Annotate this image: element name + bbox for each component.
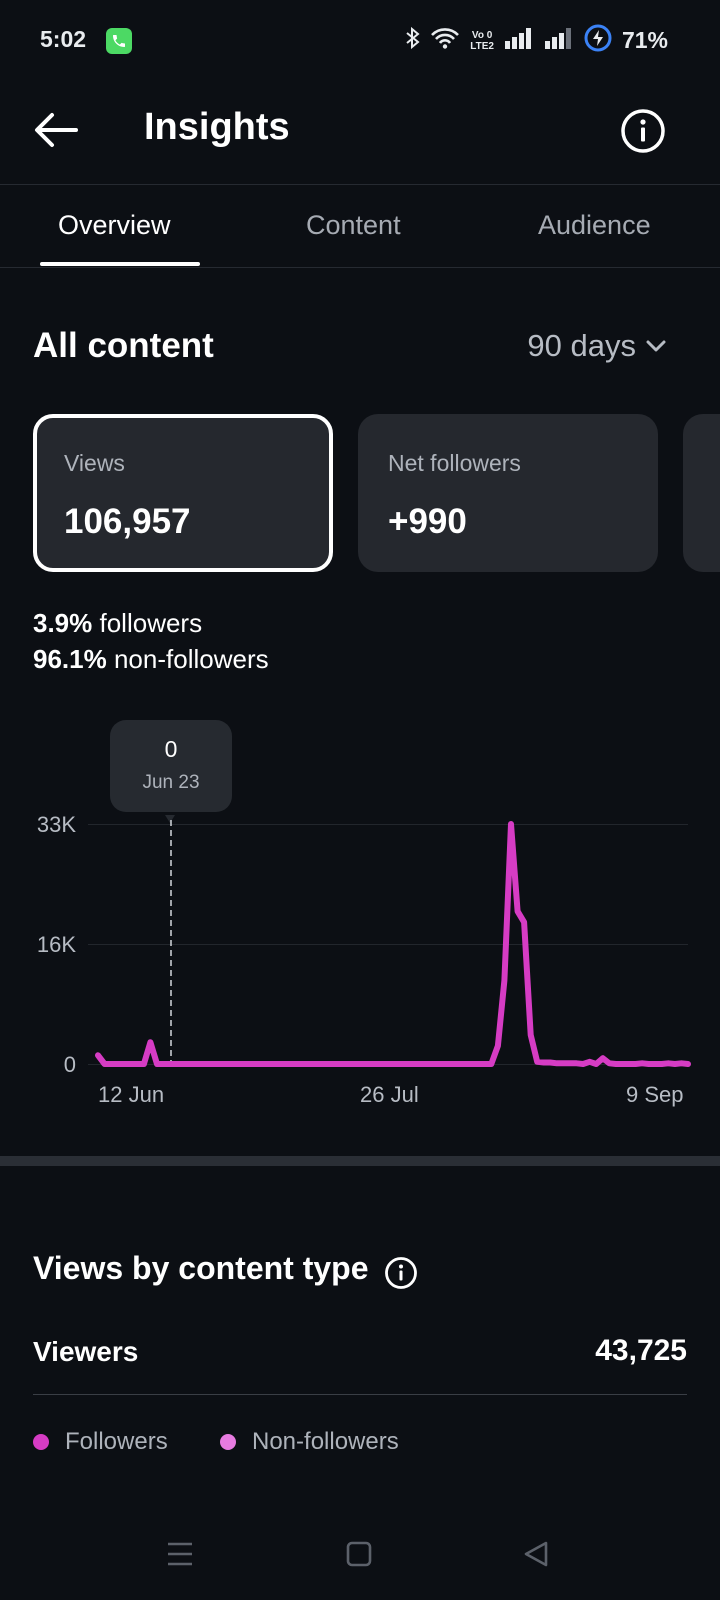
status-time: 5:02 — [40, 26, 87, 52]
tab-overview[interactable]: Overview — [58, 210, 171, 240]
nonfollowers-pct: 96.1% — [33, 644, 107, 674]
y-tick-label: 0 — [63, 1052, 76, 1077]
chart-tooltip: 0 Jun 23 — [110, 720, 232, 812]
arrow-left-icon — [35, 113, 78, 147]
views-line-chart[interactable] — [0, 800, 720, 1080]
x-tick-label: 9 Sep — [626, 1082, 684, 1107]
phone-call-icon[interactable] — [106, 28, 132, 54]
back-button[interactable] — [30, 104, 82, 156]
followers-pct: 3.9% — [33, 608, 93, 638]
tab-active-indicator — [40, 262, 200, 266]
legend-dot — [33, 1434, 49, 1450]
x-tick-label: 26 Jul — [360, 1082, 419, 1107]
views-series-line — [95, 821, 691, 1067]
viewers-divider — [33, 1394, 687, 1395]
y-tick-label: 33K — [36, 812, 76, 837]
volte-bottom: LTE2 — [470, 40, 494, 52]
tab-content[interactable]: Content — [306, 210, 401, 240]
metric-value: +990 — [388, 502, 467, 541]
nonfollowers-label: non-followers — [113, 644, 269, 674]
tab-audience[interactable]: Audience — [538, 210, 651, 240]
legend-dot — [220, 1434, 236, 1450]
section-title: All content — [33, 326, 214, 365]
legend-label: Non-followers — [252, 1428, 399, 1455]
wifi-icon — [430, 27, 460, 54]
page-title: Insights — [144, 106, 290, 148]
home-square-icon — [346, 1541, 372, 1567]
header-divider — [0, 184, 720, 185]
content-type-title: Views by content type — [33, 1250, 369, 1286]
nonfollowers-share: 96.1% non-followers — [33, 644, 269, 675]
metric-label: Net followers — [388, 450, 521, 476]
home-button[interactable] — [339, 1534, 379, 1574]
metric-card-views[interactable]: Views 106,957 — [33, 414, 333, 572]
section-divider — [0, 1156, 720, 1166]
followers-share: 3.9% followers — [33, 608, 202, 639]
volte-indicator: Vo 0 LTE2 — [470, 30, 494, 52]
metric-label: Views — [64, 450, 125, 476]
info-icon — [385, 1257, 417, 1289]
legend-followers: Followers — [33, 1428, 168, 1456]
chevron-down-icon — [646, 340, 666, 352]
menu-button[interactable] — [160, 1534, 200, 1574]
gridline-mid — [88, 944, 688, 945]
tooltip-date: Jun 23 — [142, 772, 200, 793]
menu-icon — [168, 1542, 192, 1566]
y-tick-label: 16K — [36, 932, 76, 957]
metric-card-partial[interactable] — [683, 414, 720, 572]
tooltip-pointer — [165, 812, 175, 824]
metric-card-net-followers[interactable]: Net followers +990 — [358, 414, 658, 572]
signal-icon-2 — [544, 27, 574, 54]
signal-icon — [504, 27, 534, 54]
legend-nonfollowers: Non-followers — [220, 1428, 399, 1456]
status-icons: Vo 0 LTE2 71% — [406, 24, 668, 57]
legend-label: Followers — [65, 1428, 168, 1455]
battery-icon — [584, 24, 612, 57]
back-nav-button[interactable] — [516, 1534, 556, 1574]
back-triangle-icon — [524, 1541, 548, 1567]
info-button[interactable] — [620, 108, 666, 154]
range-label: 90 days — [527, 328, 636, 363]
viewers-label: Viewers — [33, 1336, 139, 1367]
content-type-info-button[interactable] — [384, 1256, 418, 1290]
volte-top: Vo 0 — [471, 29, 493, 41]
bluetooth-icon — [406, 26, 420, 55]
tooltip-value: 0 — [164, 736, 178, 762]
tabs-divider — [0, 267, 720, 268]
gridline-top — [88, 824, 688, 825]
info-icon — [621, 109, 665, 153]
x-tick-label: 12 Jun — [98, 1082, 165, 1107]
viewers-value: 43,725 — [595, 1334, 687, 1367]
metric-value: 106,957 — [64, 502, 191, 541]
battery-percent: 71% — [621, 27, 668, 53]
followers-label: followers — [99, 608, 203, 638]
range-dropdown[interactable]: 90 days — [527, 328, 666, 364]
